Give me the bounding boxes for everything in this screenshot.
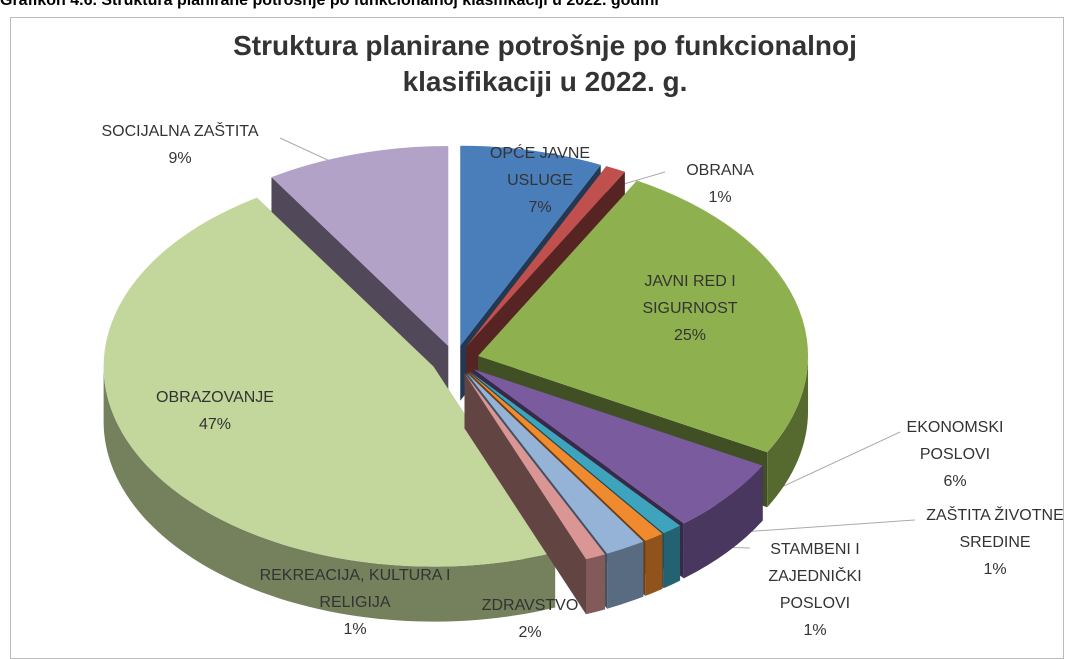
category-label: ZAŠTITA ŽIVOTNE SREDINE	[926, 507, 1064, 551]
category-label: REKREACIJA, KULTURA I RELIGIJA	[259, 567, 451, 611]
data-label: JAVNI RED I SIGURNOST 25%	[625, 268, 755, 349]
slice-wall	[586, 554, 606, 615]
slice	[465, 166, 625, 348]
value-label: 1%	[983, 561, 1007, 578]
slice	[271, 146, 449, 347]
slice-wall	[607, 541, 644, 609]
category-label: ZDRAVSTVO	[481, 597, 579, 614]
slice	[469, 371, 681, 534]
slice-wall	[663, 525, 681, 589]
data-label: OBRANA 1%	[665, 157, 775, 211]
header: Grafikon 4.6. Struktura planirane potroš…	[0, 0, 659, 9]
category-label: STAMBENI I ZAJEDNIČKI POSLOVI	[768, 541, 862, 612]
slice-wall	[767, 355, 809, 508]
data-label: OBRAZOVANJE 47%	[125, 384, 305, 438]
category-label: EKONOMSKI POSLOVI	[906, 419, 1004, 463]
data-label: ZAŠTITA ŽIVOTNE SREDINE 1%	[900, 502, 1073, 583]
category-label: OPĆE JAVNE USLUGE	[489, 145, 591, 189]
data-label: SOCIJALNA ZAŠTITA 9%	[60, 118, 300, 172]
data-label: STAMBENI I ZAJEDNIČKI POSLOVI 1%	[760, 536, 870, 644]
slice	[464, 373, 606, 560]
slice	[460, 145, 601, 346]
data-label: REKREACIJA, KULTURA I RELIGIJA 1%	[255, 562, 455, 643]
value-label: 1%	[803, 622, 827, 639]
data-label: ZDRAVSTVO 2%	[460, 592, 600, 646]
slice	[478, 180, 809, 453]
slice	[473, 369, 763, 524]
category-label: SOCIJALNA ZAŠTITA	[101, 123, 259, 140]
value-label: 1%	[708, 189, 732, 206]
value-label: 2%	[518, 624, 542, 641]
data-label: EKONOMSKI POSLOVI 6%	[895, 414, 1015, 495]
category-label: OBRAZOVANJE	[156, 389, 274, 406]
value-label: 9%	[168, 150, 192, 167]
category-label: OBRANA	[686, 162, 754, 179]
slice-wall	[645, 533, 663, 596]
slice	[466, 372, 644, 554]
value-label: 1%	[343, 621, 367, 638]
slice-wall	[683, 465, 763, 579]
value-label: 6%	[943, 473, 967, 490]
data-label: OPĆE JAVNE USLUGE 7%	[480, 140, 600, 221]
slice	[464, 373, 606, 615]
slice-side	[464, 373, 587, 615]
value-label: 47%	[198, 416, 232, 433]
category-label: JAVNI RED I SIGURNOST	[642, 273, 738, 317]
slice	[103, 197, 556, 622]
slice	[468, 372, 663, 541]
slice-wall	[103, 366, 556, 622]
slice	[103, 197, 556, 567]
value-label: 25%	[673, 327, 707, 344]
value-label: 7%	[528, 199, 552, 216]
chart-title: Struktura planirane potrošnje po funkcio…	[233, 30, 857, 97]
